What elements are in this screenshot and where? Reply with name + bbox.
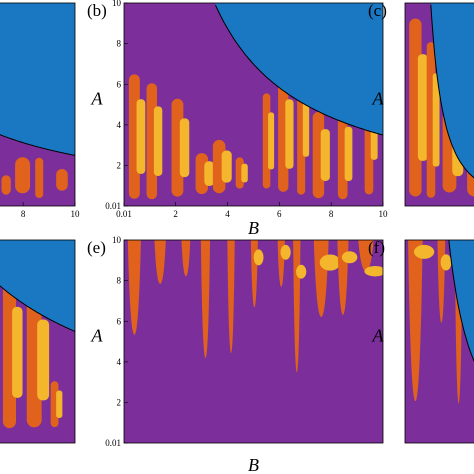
plot-area (405, 240, 474, 443)
region (179, 118, 190, 178)
region (448, 240, 474, 361)
region (296, 264, 307, 279)
region (37, 319, 50, 401)
y-axis-label: A (91, 326, 104, 346)
region (215, 3, 383, 136)
region (154, 240, 166, 284)
y-tick-label: 10 (112, 235, 122, 245)
region (280, 244, 291, 260)
plot-frame (404, 239, 474, 444)
y-axis-label: A (372, 89, 385, 109)
region (432, 73, 440, 167)
region (221, 150, 232, 183)
boundary-curve (0, 285, 75, 332)
region (56, 169, 68, 191)
plot-frame (0, 2, 76, 207)
region (268, 112, 275, 170)
panel-label: (b) (87, 1, 107, 20)
y-tick-label: 0.01 (105, 201, 121, 211)
region (200, 240, 211, 359)
plot-area (124, 3, 383, 206)
panel-label: (e) (87, 238, 106, 257)
panel (0, 239, 76, 444)
y-tick-label: 2 (117, 161, 122, 171)
region (227, 240, 235, 354)
region (35, 157, 44, 198)
x-tick-label: 4 (225, 209, 230, 219)
plot-area (0, 240, 75, 443)
panel: 0.01 2 4 6 8 10 (e) A B (87, 235, 384, 474)
x-tick-label: 8 (329, 209, 334, 219)
y-tick-label: 4 (117, 357, 122, 367)
region (408, 240, 423, 402)
region (0, 3, 75, 156)
x-axis-label: B (248, 218, 259, 238)
region (204, 161, 215, 186)
panel-label: (c) (368, 1, 387, 20)
x-tick-label: 6 (277, 209, 282, 219)
plot-frame (123, 2, 384, 207)
plot-area (0, 3, 75, 206)
plot-area (124, 240, 383, 443)
region (12, 306, 23, 398)
region (127, 240, 141, 335)
boundary-curve (430, 4, 474, 179)
panel: (c) A (368, 1, 474, 207)
region (285, 99, 294, 169)
region (364, 266, 383, 277)
y-axis-label: A (372, 326, 385, 346)
region (0, 240, 75, 332)
y-tick-label: 8 (117, 39, 122, 49)
plot-frame (404, 2, 474, 207)
region (15, 157, 31, 194)
plot-frame (123, 239, 384, 444)
region (430, 3, 474, 178)
region (195, 153, 209, 195)
x-tick-label: 2 (173, 209, 178, 219)
region (344, 126, 353, 182)
region (136, 99, 146, 174)
region (56, 390, 63, 418)
region (320, 129, 330, 181)
plot-frame (0, 239, 76, 444)
panel: (f) A (368, 238, 474, 444)
y-tick-label: 4 (117, 120, 122, 130)
region (440, 254, 452, 271)
x-tick-label: 0.01 (116, 209, 132, 219)
y-tick-label: 6 (117, 79, 122, 89)
y-tick-label: 10 (112, 0, 122, 8)
y-tick-label: 2 (117, 398, 122, 408)
region (181, 240, 191, 277)
y-tick-label: 8 (117, 276, 122, 286)
region (358, 240, 374, 272)
y-tick-label: 6 (117, 316, 122, 326)
region (319, 254, 341, 271)
boundary-curve (215, 4, 383, 136)
x-tick-label: 8 (21, 209, 26, 219)
boundary-curve (0, 134, 75, 156)
panel: 0.01 2 4 6 8 10 0.01 2 4 6 8 10 (b) A B (87, 0, 388, 238)
x-tick-label: 10 (71, 209, 81, 219)
region (1, 175, 11, 195)
plot-area (405, 3, 474, 206)
panel-label: (f) (368, 238, 385, 257)
region (253, 249, 264, 266)
y-tick-label: 0.01 (105, 438, 121, 448)
x-tick-label: 10 (379, 209, 389, 219)
panel: 8 10 (0, 2, 81, 219)
region (153, 106, 163, 176)
region (417, 54, 428, 161)
x-axis-label: B (248, 455, 259, 474)
region (413, 244, 435, 259)
y-axis-label: A (91, 89, 104, 109)
region (241, 163, 248, 183)
region (341, 251, 358, 264)
